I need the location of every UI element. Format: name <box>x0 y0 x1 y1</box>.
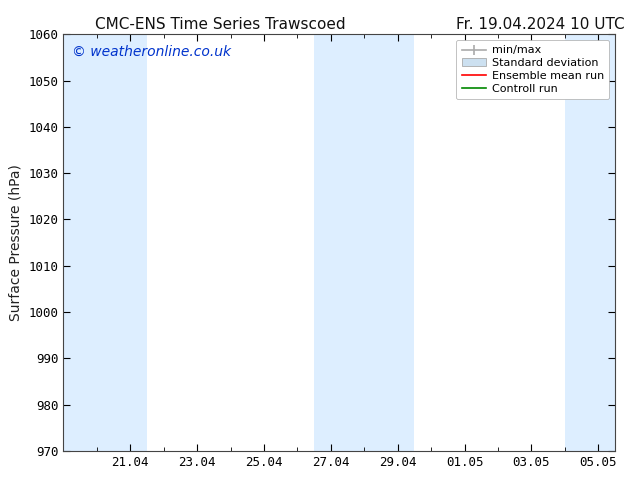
Text: Fr. 19.04.2024 10 UTC: Fr. 19.04.2024 10 UTC <box>456 17 625 32</box>
Text: © weatheronline.co.uk: © weatheronline.co.uk <box>72 45 231 59</box>
Legend: min/max, Standard deviation, Ensemble mean run, Controll run: min/max, Standard deviation, Ensemble me… <box>456 40 609 99</box>
Bar <box>565 34 615 451</box>
Bar <box>314 34 415 451</box>
Bar <box>63 34 147 451</box>
Text: CMC-ENS Time Series Trawscoed: CMC-ENS Time Series Trawscoed <box>95 17 346 32</box>
Y-axis label: Surface Pressure (hPa): Surface Pressure (hPa) <box>9 164 23 321</box>
